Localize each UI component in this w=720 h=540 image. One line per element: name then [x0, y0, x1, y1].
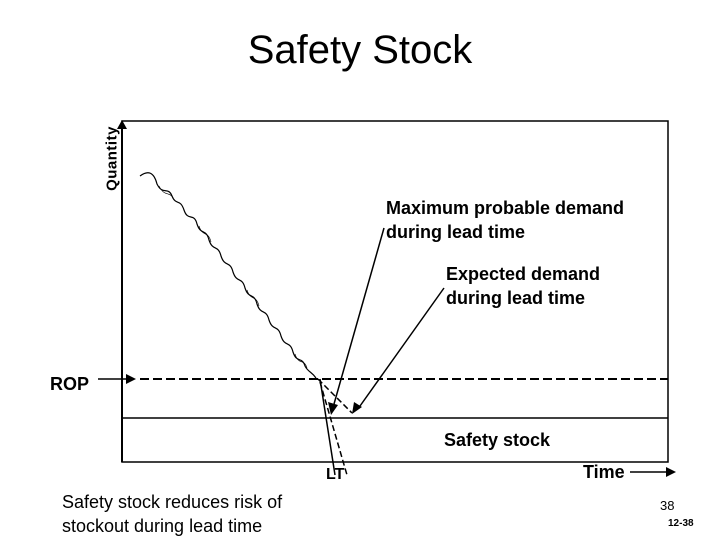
max-demand-line [319, 381, 348, 476]
max-demand-text-line1: Maximum probable demand [386, 198, 625, 218]
slide-number: 12-38 [668, 518, 694, 529]
footnote: Safety stock reduces risk of stockout du… [62, 490, 282, 538]
expected-demand-annotation: Expected demand during lead time [446, 262, 600, 310]
lead-time-line [319, 378, 336, 476]
expected-demand-line [317, 378, 353, 414]
expected-demand-pointer [359, 287, 445, 407]
safety-stock-label: Safety stock [444, 430, 551, 450]
rop-arrowhead [126, 374, 136, 384]
inventory-curve-shadow [158, 185, 308, 369]
max-demand-annotation: Maximum probable demand during lead time [386, 196, 624, 244]
max-demand-text-line2: during lead time [386, 222, 526, 242]
footnote-line1: Safety stock reduces risk of [62, 492, 283, 512]
max-demand-pointer [333, 227, 385, 405]
inventory-curve [139, 172, 317, 379]
time-axis-label: Time [583, 462, 625, 482]
y-axis-label: Quantity [103, 126, 121, 191]
expected-demand-text-line1: Expected demand [446, 264, 601, 284]
page-number: 38 [660, 498, 675, 513]
rop-label: ROP [50, 374, 90, 394]
lead-time-label: LT [326, 466, 345, 483]
footnote-line2: stockout during lead time [62, 516, 263, 536]
expected-demand-text-line2: during lead time [446, 288, 586, 308]
slide-title: Safety Stock [247, 28, 473, 72]
max-demand-pointer-head [328, 402, 338, 415]
y-axis-arrowhead [117, 120, 127, 129]
time-arrowhead [666, 467, 676, 477]
expected-demand-pointer-head [352, 402, 362, 414]
